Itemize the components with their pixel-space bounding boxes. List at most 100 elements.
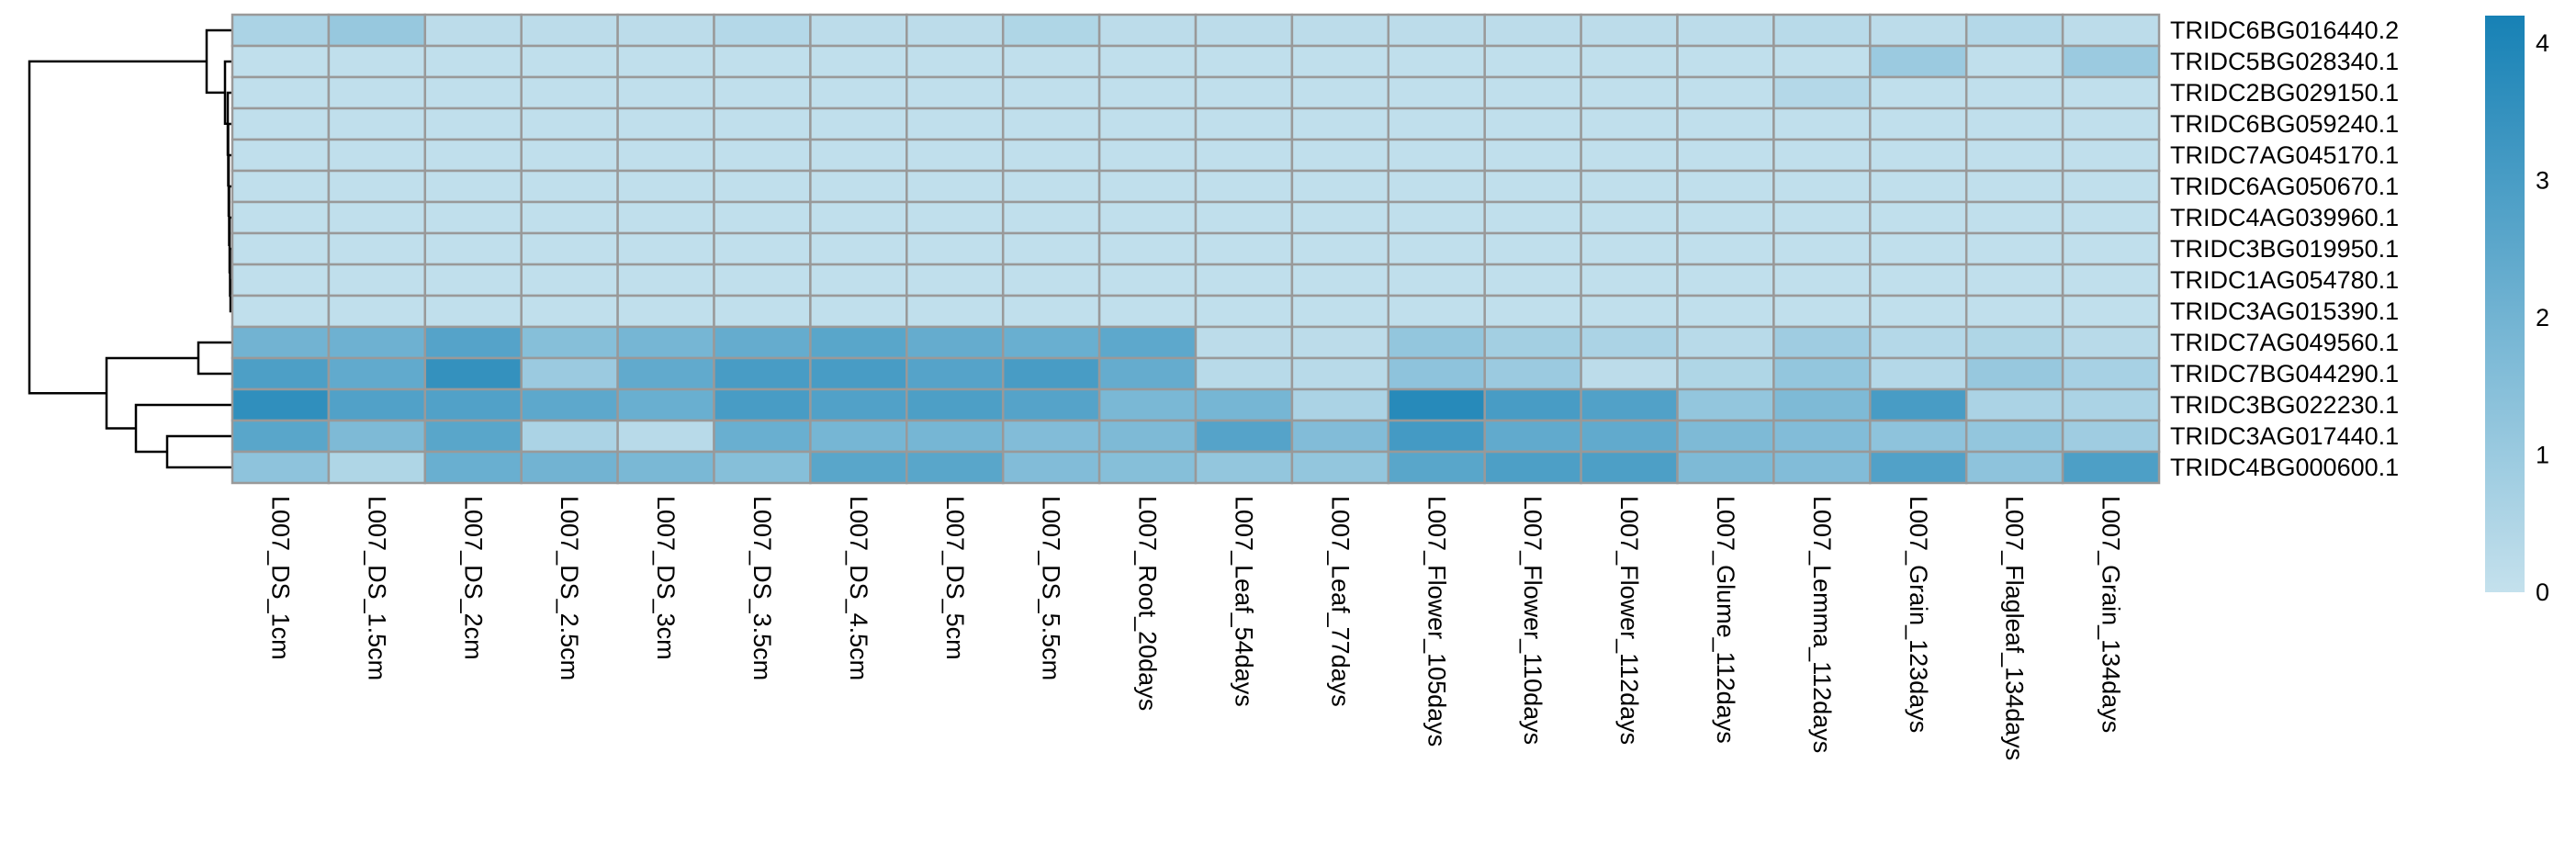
heatmap-cell: [1964, 75, 2064, 110]
heatmap-cell: [1290, 169, 1390, 204]
heatmap-cell: [906, 75, 1005, 110]
row-label: TRIDC6BG016440.2: [2170, 17, 2399, 44]
color-legend: 0 1 2 3 4: [2485, 16, 2549, 606]
column-label: L007_DS_2.5cm: [556, 496, 583, 680]
heatmap-cell: [327, 450, 427, 485]
legend-colorbar: [2485, 16, 2525, 592]
heatmap-cell: [520, 231, 619, 266]
heatmap-cell: [1194, 13, 1294, 48]
heatmap-cell: [1483, 419, 1582, 454]
heatmap-cell: [231, 231, 331, 266]
heatmap-cell: [1290, 356, 1390, 391]
heatmap-cell: [1387, 356, 1486, 391]
heatmap-cell: [423, 44, 523, 79]
heatmap-cell: [906, 169, 1005, 204]
column-label: L007_Flower_105days: [1423, 496, 1450, 747]
heatmap-cell: [713, 356, 812, 391]
heatmap-cell: [231, 450, 331, 485]
row-label: TRIDC1AG054780.1: [2170, 266, 2399, 294]
heatmap-cell: [906, 356, 1005, 391]
heatmap-cell: [1097, 419, 1198, 454]
heatmap-cell: [327, 75, 427, 110]
heatmap-cell: [1483, 231, 1582, 266]
heatmap-cell: [809, 231, 908, 266]
heatmap-cell: [1580, 169, 1679, 204]
heatmap-cell: [231, 13, 331, 48]
heatmap-cell: [1869, 325, 1968, 360]
heatmap-cell: [327, 231, 427, 266]
heatmap-cell: [231, 44, 331, 79]
heatmap-cell: [616, 450, 715, 485]
row-label: TRIDC6BG059240.1: [2170, 110, 2399, 138]
heatmap-cell: [1001, 356, 1101, 391]
heatmap-cell: [713, 200, 812, 235]
heatmap-cell: [1964, 107, 2064, 141]
heatmap-cell: [616, 107, 715, 141]
heatmap-cell: [1001, 200, 1101, 235]
heatmap-cell: [1772, 387, 1872, 422]
heatmap-cell: [1772, 419, 1872, 454]
heatmap-cell: [906, 200, 1005, 235]
heatmap-cell: [1676, 75, 1775, 110]
heatmap-cell: [1290, 450, 1390, 485]
dendrogram-branch: [197, 341, 232, 376]
heatmap-cell: [1001, 44, 1101, 79]
column-label: L007_DS_3.5cm: [748, 496, 776, 680]
heatmap-cell: [1869, 138, 1968, 173]
heatmap-cell: [906, 231, 1005, 266]
heatmap-cell: [616, 356, 715, 391]
heatmap-cell: [2061, 75, 2161, 110]
heatmap-cell: [1964, 200, 2064, 235]
row-label: TRIDC6AG050670.1: [2170, 173, 2399, 200]
heatmap-cell: [1387, 200, 1486, 235]
heatmap-cell: [616, 44, 715, 79]
heatmap-cell: [327, 138, 427, 173]
heatmap-cell: [1194, 75, 1294, 110]
heatmap-cell: [1772, 75, 1872, 110]
heatmap-cell: [1483, 387, 1582, 422]
heatmap-cell: [1001, 294, 1101, 329]
column-label: L007_DS_5.5cm: [1038, 496, 1065, 680]
row-label: TRIDC7AG045170.1: [2170, 141, 2399, 169]
heatmap-cell: [1676, 169, 1775, 204]
heatmap-cell: [1772, 294, 1872, 329]
heatmap-cell: [1097, 450, 1198, 485]
heatmap-cell: [809, 294, 908, 329]
heatmap-cell: [1194, 107, 1294, 141]
heatmap-cell: [1483, 13, 1582, 48]
heatmap-cell: [1964, 356, 2064, 391]
heatmap-cell: [1483, 450, 1582, 485]
row-label: TRIDC7BG044290.1: [2170, 360, 2399, 387]
heatmap-cell: [2061, 419, 2161, 454]
column-label: L007_Grain_134days: [2098, 496, 2125, 733]
heatmap-cell: [713, 107, 812, 141]
heatmap-cell: [616, 169, 715, 204]
heatmap-cell: [1290, 200, 1390, 235]
heatmap-cell: [713, 75, 812, 110]
heatmap-cell: [1097, 107, 1198, 141]
heatmap-cell: [1194, 138, 1294, 173]
column-label: L007_DS_3cm: [652, 496, 680, 660]
heatmap-cell: [809, 138, 908, 173]
heatmap-cell: [1676, 356, 1775, 391]
column-label: L007_Glume_112days: [1712, 496, 1739, 744]
column-label: L007_DS_1.5cm: [363, 496, 390, 680]
row-label: TRIDC3AG015390.1: [2170, 298, 2399, 325]
heatmap-cell: [1869, 169, 1968, 204]
heatmap-cell: [1580, 356, 1679, 391]
heatmap-cell: [2061, 450, 2161, 485]
heatmap-cell: [231, 325, 331, 360]
heatmap-cell: [1097, 231, 1198, 266]
heatmap-cell: [1001, 263, 1101, 298]
heatmap-cell: [1676, 263, 1775, 298]
heatmap-cell: [1290, 75, 1390, 110]
heatmap-cell: [520, 169, 619, 204]
heatmap-cell: [2061, 356, 2161, 391]
heatmap-cell: [1580, 263, 1679, 298]
heatmap-cell: [1387, 44, 1486, 79]
heatmap-cell: [1387, 231, 1486, 266]
heatmap-cell: [520, 200, 619, 235]
heatmap-cell: [1290, 325, 1390, 360]
heatmap-cell: [520, 356, 619, 391]
